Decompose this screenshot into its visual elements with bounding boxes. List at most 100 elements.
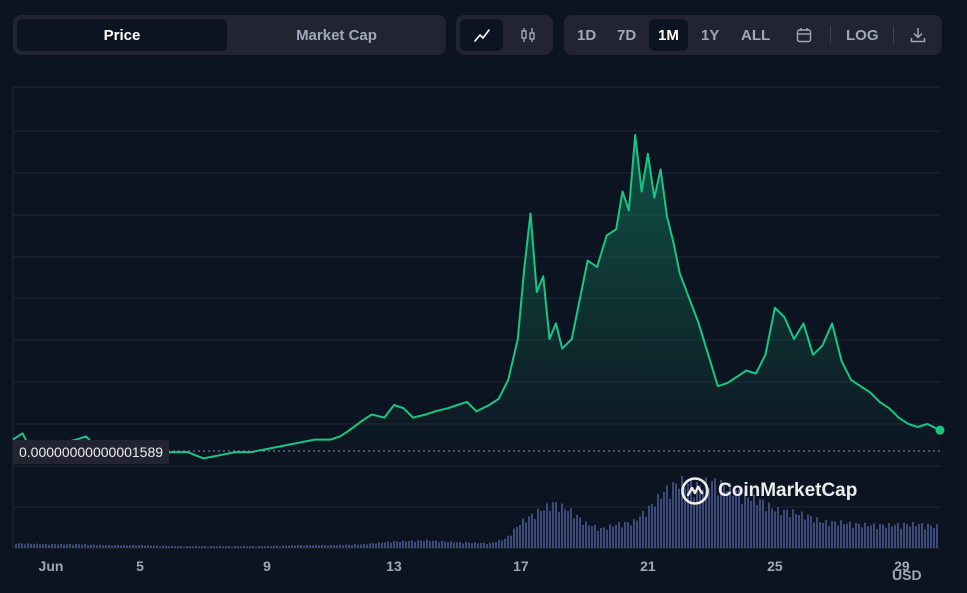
- toolbar-divider: [830, 26, 831, 44]
- volume-bar: [618, 522, 620, 548]
- volume-bar: [567, 510, 569, 548]
- volume-bar: [789, 517, 791, 548]
- volume-bar: [309, 545, 311, 548]
- range-1y-button[interactable]: 1Y: [701, 26, 720, 44]
- volume-bar: [123, 544, 125, 548]
- tab-market-cap[interactable]: Market Cap: [296, 26, 377, 44]
- volume-bar: [255, 546, 257, 548]
- volume-bar: [726, 491, 728, 548]
- volume-bar: [600, 527, 602, 548]
- volume-bar: [402, 540, 404, 548]
- volume-bar: [120, 545, 122, 548]
- candlestick-chart-button[interactable]: [506, 19, 549, 51]
- volume-bar: [321, 545, 323, 548]
- volume-bar: [96, 545, 98, 548]
- volume-bar: [303, 545, 305, 548]
- volume-bar: [879, 523, 881, 548]
- volume-bar: [84, 544, 86, 548]
- volume-bar: [15, 543, 17, 548]
- volume-bar: [753, 494, 755, 548]
- volume-bar: [261, 546, 263, 548]
- volume-bar: [609, 524, 611, 548]
- volume-bar: [126, 545, 128, 548]
- volume-bar: [867, 526, 869, 548]
- volume-bar: [693, 497, 695, 548]
- volume-bar: [60, 543, 62, 548]
- volume-bar: [114, 545, 116, 548]
- volume-bar: [915, 526, 917, 548]
- range-1m-button[interactable]: 1M: [649, 19, 688, 51]
- volume-bar: [489, 542, 491, 548]
- volume-bar: [237, 546, 239, 548]
- volume-bar: [474, 542, 476, 548]
- volume-bar: [141, 545, 143, 548]
- volume-bar: [933, 527, 935, 548]
- volume-bar: [792, 509, 794, 548]
- volume-bar: [111, 545, 113, 548]
- volume-bar: [549, 510, 551, 548]
- volume-bar: [744, 492, 746, 548]
- volume-bar: [207, 546, 209, 548]
- volume-bar: [918, 524, 920, 548]
- volume-bar: [216, 546, 218, 548]
- download-button[interactable]: [900, 19, 936, 51]
- volume-bar: [723, 485, 725, 548]
- volume-bar: [909, 526, 911, 548]
- volume-bar: [576, 514, 578, 548]
- watermark: CoinMarketCap: [680, 476, 857, 506]
- volume-bar: [105, 545, 107, 548]
- volume-bar: [306, 544, 308, 548]
- volume-bar: [678, 488, 680, 548]
- volume-bar: [540, 511, 542, 548]
- volume-bar: [780, 515, 782, 548]
- volume-bar: [708, 488, 710, 548]
- volume-bar: [831, 521, 833, 548]
- volume-bar: [210, 545, 212, 548]
- volume-bar: [288, 545, 290, 548]
- volume-bar: [372, 543, 374, 548]
- volume-bar: [33, 544, 35, 548]
- volume-bar: [906, 523, 908, 548]
- volume-bar: [429, 541, 431, 548]
- calendar-button[interactable]: [786, 19, 822, 51]
- volume-bar: [459, 541, 461, 548]
- volume-bar: [69, 543, 71, 548]
- volume-bar: [729, 482, 731, 548]
- volume-bar: [282, 545, 284, 548]
- volume-bar: [264, 546, 266, 548]
- volume-bar: [660, 498, 662, 548]
- volume-bar: [183, 546, 185, 548]
- volume-bar: [666, 485, 668, 548]
- volume-bar: [765, 511, 767, 548]
- volume-bar: [279, 546, 281, 548]
- volume-bar: [477, 543, 479, 548]
- volume-bar: [768, 502, 770, 548]
- volume-bar: [201, 546, 203, 548]
- volume-bar: [228, 545, 230, 548]
- volume-bar: [840, 520, 842, 548]
- volume-bar: [543, 510, 545, 548]
- volume-bar: [168, 546, 170, 548]
- volume-bar: [624, 522, 626, 548]
- volume-bar: [876, 529, 878, 548]
- range-1d-button[interactable]: 1D: [577, 26, 597, 44]
- volume-bar: [486, 544, 488, 548]
- volume-bar: [411, 540, 413, 548]
- volume-bar: [315, 544, 317, 548]
- range-7d-button[interactable]: 7D: [617, 26, 637, 44]
- price-line: [12, 134, 941, 460]
- volume-bar: [270, 546, 272, 548]
- range-all-button[interactable]: ALL: [741, 26, 771, 44]
- volume-bar: [777, 506, 779, 548]
- tab-price[interactable]: Price: [17, 19, 227, 51]
- volume-bar: [522, 518, 524, 548]
- volume-bar: [66, 544, 68, 548]
- volume-bar: [732, 495, 734, 548]
- volume-bar: [849, 521, 851, 548]
- line-chart-button[interactable]: [460, 19, 503, 51]
- volume-bar: [390, 542, 392, 548]
- volume-bar: [369, 543, 371, 548]
- volume-bar: [330, 544, 332, 548]
- log-scale-button[interactable]: LOG: [846, 26, 879, 44]
